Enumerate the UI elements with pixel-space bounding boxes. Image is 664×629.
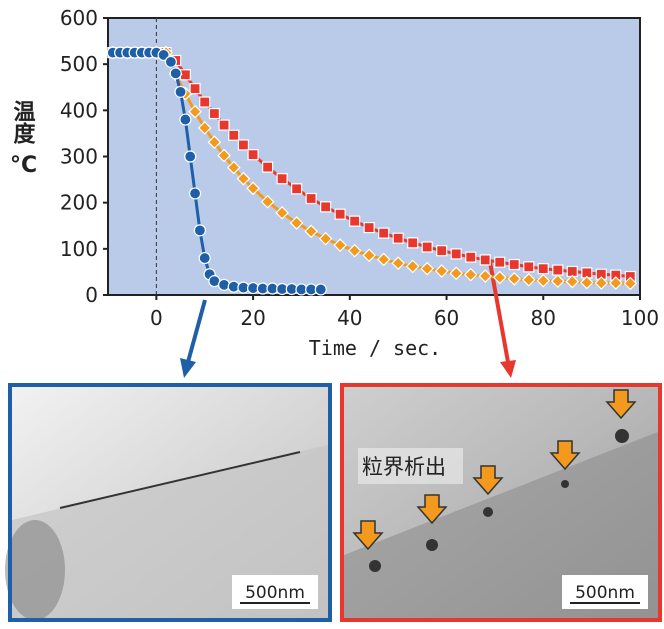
y-axis-unit: °C [10,153,37,178]
y-tick-label: 500 [60,52,98,76]
marker [509,260,519,270]
x-tick-label: 60 [434,306,459,330]
scale-label: 500nm [575,583,635,603]
scale-label: 500nm [245,583,305,603]
marker [238,140,248,150]
marker [175,86,186,97]
marker [335,209,345,219]
x-tick-label: 100 [621,306,659,330]
marker [190,188,201,199]
marker [200,97,210,107]
marker [408,238,418,248]
marker [321,202,331,212]
marker [165,56,176,67]
x-tick-label: 20 [240,306,265,330]
marker [263,162,273,172]
annotation: 粒界析出 [362,455,446,479]
y-tick-label: 300 [60,145,98,169]
marker [209,109,219,119]
y-tick-label: 600 [60,6,98,30]
marker [229,130,239,140]
contrast [5,520,65,620]
micrograph-left: 500nm [5,385,330,620]
marker [437,246,447,256]
marker [538,264,548,274]
micrograph-right: 粒界析出 500nm [342,385,660,620]
y-tick-label: 400 [60,98,98,122]
y-tick-label: 200 [60,191,98,215]
marker [480,255,490,265]
marker [422,242,432,252]
marker [292,184,302,194]
marker [524,262,534,272]
marker [248,150,258,160]
marker [180,114,191,125]
marker [219,279,230,290]
x-axis-label: Time / sec. [309,336,441,360]
x-tick-label: 0 [150,306,163,330]
marker [170,68,181,79]
marker [194,225,205,236]
marker [306,194,316,204]
y-axis-label: 温度 [10,100,36,145]
marker [393,233,403,243]
marker [185,151,196,162]
marker [315,284,326,295]
marker [451,249,461,259]
marker [364,223,374,233]
marker [379,228,389,238]
marker [466,252,476,262]
y-tick-label: 100 [60,237,98,261]
arrowhead [500,360,516,378]
marker [553,265,563,275]
marker [190,84,200,94]
figure: 温度 °C Time / sec. 500nm 粒界析出 [0,0,664,625]
x-tick-label: 40 [337,306,362,330]
y-tick-label: 0 [85,283,98,307]
marker [495,257,505,267]
marker [350,216,360,226]
arrow [188,300,205,362]
marker [277,174,287,184]
x-tick-label: 80 [531,306,556,330]
marker [219,120,229,130]
marker [199,253,210,264]
arrowhead [180,358,196,378]
